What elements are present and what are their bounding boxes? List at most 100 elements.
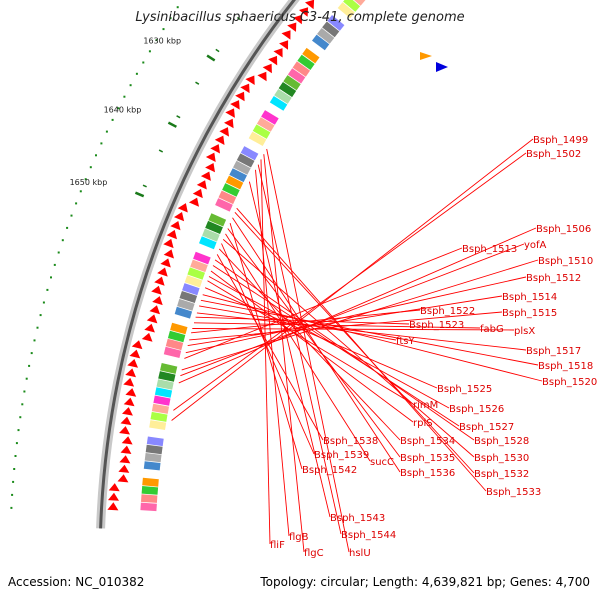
- cds-arrow: [108, 492, 119, 501]
- cog-block: [205, 220, 223, 234]
- leader-line: [202, 294, 543, 382]
- cog-block: [353, 0, 366, 6]
- cog-block: [145, 444, 163, 455]
- cds-arrow: [205, 163, 215, 173]
- cog-block: [184, 275, 203, 288]
- cog-block: [144, 453, 162, 463]
- backbone-core-line: [99, 0, 297, 529]
- cds-arrow: [123, 377, 135, 387]
- cds-arrow: [107, 502, 119, 511]
- gc-dot: [111, 118, 114, 121]
- cog-block: [163, 346, 182, 358]
- cog-block: [142, 477, 159, 487]
- gc-dot: [75, 202, 78, 205]
- gc-dot: [36, 326, 39, 329]
- cds-arrow: [262, 63, 272, 74]
- gc-dot: [169, 17, 172, 20]
- gene-label: Bsph_1525: [437, 384, 492, 395]
- cog-block: [146, 436, 164, 447]
- minor-tick: [176, 115, 181, 119]
- gc-dot: [50, 276, 52, 279]
- gc-dot: [117, 107, 120, 110]
- cog-block: [302, 47, 320, 64]
- cog-block: [193, 251, 211, 265]
- gc-dot: [42, 301, 45, 304]
- gene-label: Bsph_1526: [449, 404, 504, 415]
- cds-arrow: [177, 203, 188, 213]
- gene-label: ftsY: [396, 336, 415, 347]
- gc-dot: [84, 178, 87, 181]
- cog-block: [167, 330, 186, 343]
- cog-block: [149, 420, 167, 430]
- cog-block: [182, 283, 200, 296]
- leader-line: [193, 322, 481, 329]
- gc-dot: [148, 50, 151, 53]
- cds-arrow: [166, 229, 177, 240]
- cog-block: [177, 298, 195, 311]
- gene-label: fabG: [480, 324, 504, 335]
- leader-line: [266, 148, 350, 553]
- cds-arrow: [157, 267, 168, 277]
- gene-label: Bsph_1544: [341, 530, 396, 541]
- cog-block: [322, 21, 340, 38]
- gene-label: Bsph_1517: [526, 346, 581, 357]
- cds-arrow: [174, 212, 185, 222]
- cog-block: [165, 338, 184, 351]
- gene-label: Bsph_1533: [486, 487, 541, 498]
- cds-arrow: [117, 474, 129, 483]
- gene-label: Bsph_1499: [533, 135, 588, 146]
- leader-line: [212, 265, 460, 427]
- gc-dot: [61, 239, 64, 242]
- cds-arrow: [119, 455, 131, 464]
- gene-label-layer: Bsph_1499 Bsph_1502 Bsph_1506 yofA Bsph_1510…: [270, 135, 597, 559]
- cog-block: [151, 403, 169, 414]
- feature-marker: [420, 52, 432, 60]
- cog-block: [215, 198, 233, 212]
- leader-line: [199, 305, 397, 341]
- cds-arrow: [188, 197, 199, 207]
- gene-label: Bsph_1514: [502, 292, 557, 303]
- cog-block: [287, 68, 306, 84]
- minor-tick: [142, 184, 147, 188]
- cds-arrow: [279, 40, 289, 50]
- cds-arrow: [125, 388, 137, 397]
- cog-block: [312, 34, 330, 51]
- cds-arrow: [152, 296, 163, 306]
- cog-block: [233, 160, 251, 175]
- cog-block: [218, 190, 237, 205]
- cog-block: [158, 371, 176, 382]
- leader-line: [232, 217, 401, 473]
- gene-label: Bsph_1536: [400, 468, 455, 479]
- gene-label: Bsph_1512: [526, 273, 581, 284]
- gene-label: Bsph_1543: [330, 513, 385, 524]
- cog-block: [190, 259, 208, 273]
- gc-dot: [33, 339, 36, 342]
- gene-label: Bsph_1527: [459, 422, 514, 433]
- cog-block: [150, 411, 168, 422]
- gene-label: Bsph_1535: [400, 453, 455, 464]
- cog-block: [236, 153, 255, 168]
- cog-block: [283, 75, 301, 91]
- gene-label: Bsph_1522: [420, 306, 475, 317]
- cog-block: [240, 146, 259, 161]
- cds-arrow: [224, 118, 234, 129]
- gene-label: Bsph_1506: [536, 224, 591, 235]
- cog-block: [179, 291, 198, 303]
- cds-arrow: [219, 127, 229, 137]
- cds-arrow: [160, 258, 171, 268]
- gc-dot: [95, 154, 97, 157]
- cog-block: [297, 54, 315, 70]
- gene-label: Bsph_1502: [526, 149, 581, 160]
- gene-label: fliF: [270, 540, 285, 551]
- cds-arrow: [121, 436, 133, 445]
- cog-block: [156, 379, 174, 390]
- cds-arrow: [108, 483, 120, 492]
- cds-arrow: [122, 407, 133, 416]
- cog-block: [140, 502, 157, 512]
- gc-dot: [28, 364, 31, 367]
- cog-block: [187, 267, 205, 280]
- cds-arrow: [257, 71, 267, 82]
- gc-dot: [70, 214, 73, 217]
- cog-block: [225, 175, 244, 190]
